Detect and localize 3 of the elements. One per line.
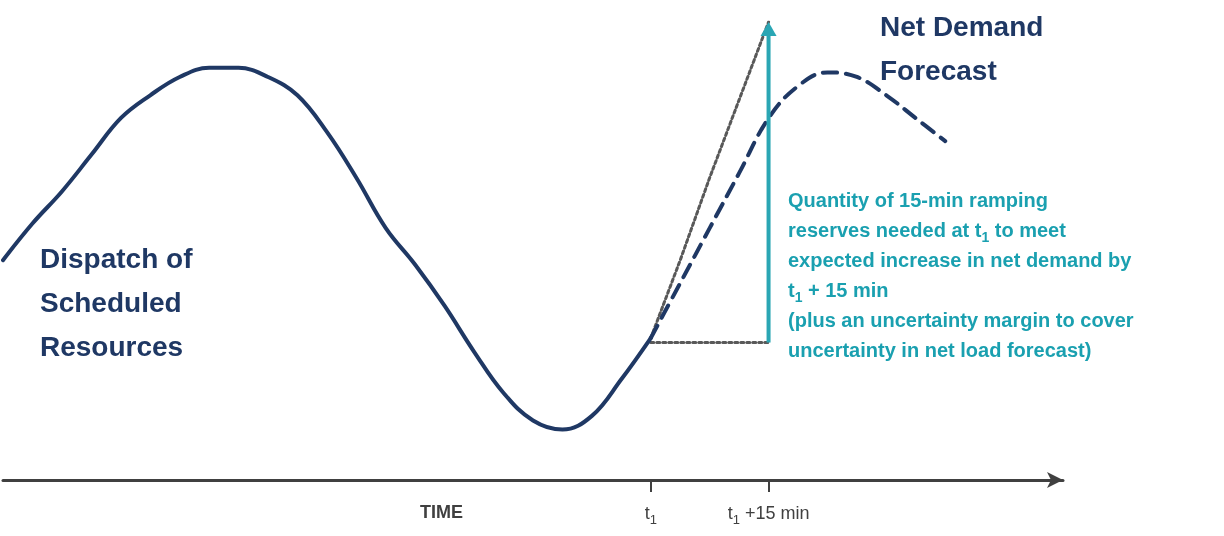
x-axis-title: TIME bbox=[420, 502, 463, 522]
series-label: Net Demand Forecast bbox=[880, 10, 1052, 86]
series-label: Dispatch of Scheduled Resources bbox=[40, 242, 201, 362]
